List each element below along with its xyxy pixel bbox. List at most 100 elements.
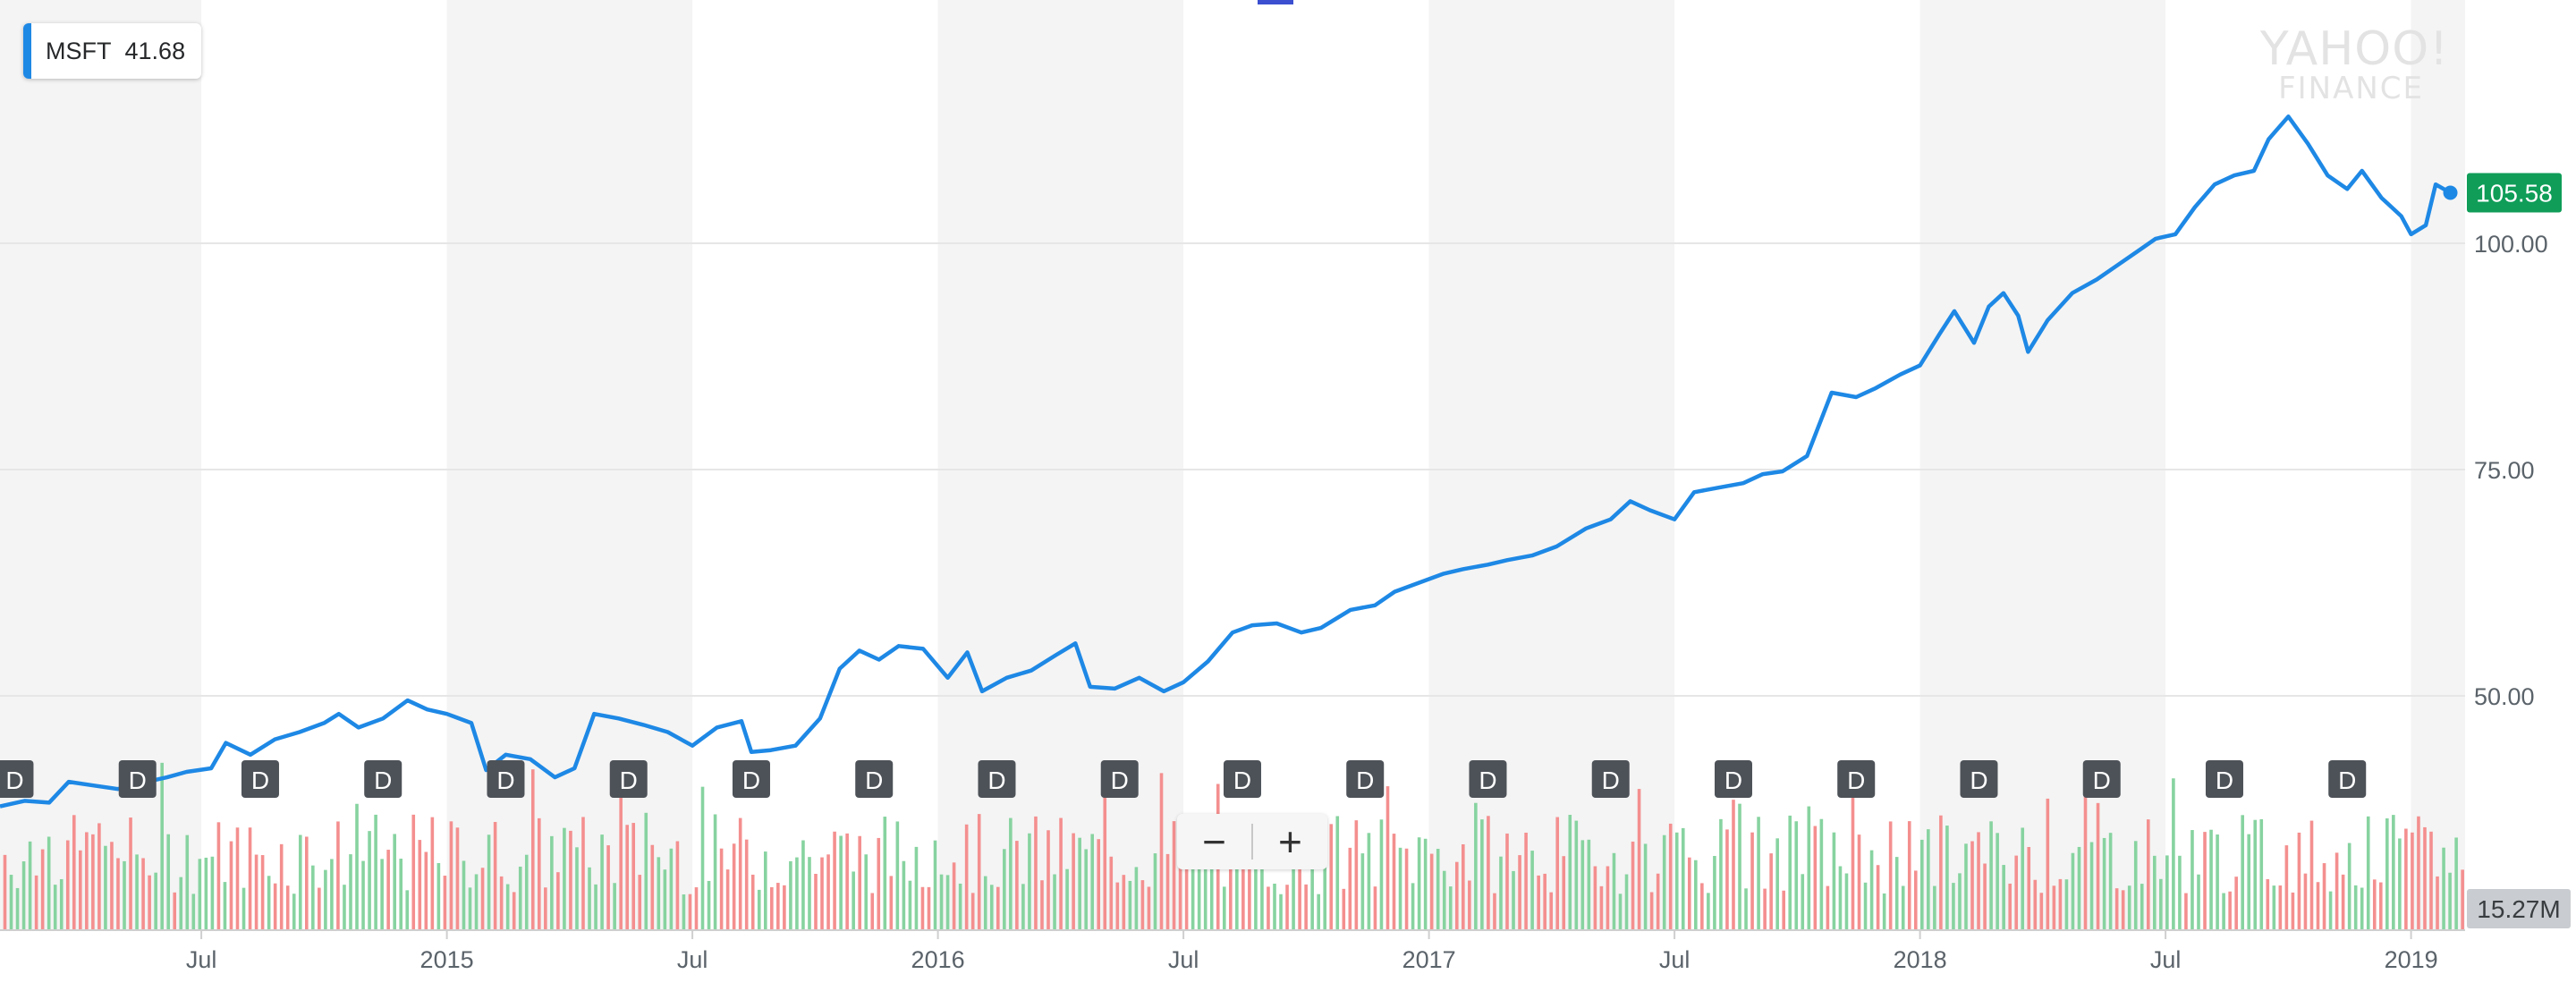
dividend-marker-box[interactable] — [0, 760, 34, 798]
dividend-marker-box[interactable] — [1223, 760, 1261, 798]
volume-bar — [2366, 816, 2370, 930]
dividend-marker[interactable]: D — [1960, 760, 1998, 798]
volume-bar — [2083, 774, 2088, 930]
volume-bar — [198, 859, 202, 930]
dividend-marker-box[interactable] — [1960, 760, 1998, 798]
volume-bar — [2121, 890, 2125, 930]
volume-bar — [1907, 821, 1911, 930]
volume-bar — [279, 843, 284, 930]
dividend-marker-box[interactable] — [1100, 760, 1139, 798]
volume-bar — [1273, 883, 1276, 930]
dividend-marker-box[interactable] — [2082, 760, 2121, 798]
price-line[interactable] — [0, 114, 2452, 809]
dividend-marker[interactable]: D — [1100, 760, 1139, 798]
dividend-marker[interactable]: D — [487, 760, 525, 798]
volume-bar — [663, 869, 667, 930]
dividend-marker-box[interactable] — [732, 760, 770, 798]
last-price-badge — [2467, 173, 2562, 213]
dividend-marker[interactable]: D — [978, 760, 1016, 798]
volume-bar — [154, 872, 157, 930]
x-tick-label: 2016 — [911, 946, 965, 973]
dividend-marker-box[interactable] — [1469, 760, 1507, 798]
volume-bar — [883, 817, 887, 930]
dividend-marker[interactable]: D — [118, 760, 157, 798]
volume-bar — [933, 840, 937, 930]
volume-bar — [1537, 875, 1540, 930]
volume-bar — [538, 817, 541, 930]
dividend-marker-box[interactable] — [1714, 760, 1752, 798]
volume-bar — [1153, 853, 1157, 930]
volume-bar — [1894, 857, 1899, 930]
dividend-marker[interactable]: D — [1591, 760, 1630, 798]
volume-bar — [1939, 815, 1943, 930]
dividend-marker[interactable]: D — [1346, 760, 1385, 798]
volume-bar — [2259, 818, 2264, 930]
volume-bar — [2372, 879, 2377, 930]
dividend-marker[interactable]: D — [1837, 760, 1876, 798]
dividend-marker[interactable]: D — [2328, 760, 2367, 798]
dividend-marker-box[interactable] — [609, 760, 648, 798]
zoom-out-button[interactable]: − — [1202, 818, 1226, 865]
dividend-marker-box[interactable] — [978, 760, 1016, 798]
dividend-marker-box[interactable] — [855, 760, 894, 798]
dividend-marker-box[interactable] — [487, 760, 525, 798]
volume-bar — [72, 815, 76, 930]
dividend-marker-box[interactable] — [1591, 760, 1630, 798]
volume-bar — [2334, 852, 2339, 930]
series-color-swatch — [23, 23, 31, 79]
dividend-marker[interactable]: D — [2082, 760, 2121, 798]
volume-bar — [1674, 832, 1679, 930]
volume-bar — [1801, 874, 1805, 930]
volume-bar — [970, 893, 975, 930]
dividend-marker[interactable]: D — [241, 760, 279, 798]
dividend-marker[interactable]: D — [1714, 760, 1752, 798]
dividend-marker-box[interactable] — [2328, 760, 2367, 798]
dividend-marker-box[interactable] — [364, 760, 402, 798]
volume-bar — [123, 860, 126, 930]
volume-bar — [1040, 880, 1044, 930]
volume-bar — [355, 803, 359, 930]
volume-bar — [47, 836, 51, 930]
volume-bar — [1656, 873, 1660, 930]
volume-bar — [493, 821, 497, 930]
dividend-marker[interactable]: D — [732, 760, 770, 798]
dividend-marker[interactable]: D — [1469, 760, 1507, 798]
dividend-marker[interactable]: D — [364, 760, 402, 798]
dividend-marker-box[interactable] — [1837, 760, 1876, 798]
volume-bar — [757, 889, 761, 930]
volume-bar — [1700, 883, 1704, 930]
volume-bar — [1970, 841, 1974, 930]
dividend-marker[interactable]: D — [855, 760, 894, 798]
volume-bar — [191, 894, 196, 930]
volume-bar — [1732, 800, 1735, 930]
dividend-marker-box[interactable] — [241, 760, 279, 798]
zoom-in-button[interactable]: + — [1278, 818, 1302, 865]
dividend-marker[interactable]: D — [0, 760, 34, 798]
volume-bar — [2222, 893, 2225, 930]
volume-bar — [2309, 820, 2314, 930]
dividend-marker[interactable]: D — [1223, 760, 1261, 798]
last-point[interactable] — [2443, 185, 2458, 200]
dividend-marker[interactable]: D — [2205, 760, 2243, 798]
volume-bar — [977, 814, 981, 930]
volume-bar — [613, 883, 616, 930]
volume-bar — [1819, 818, 1824, 930]
dividend-marker-box[interactable] — [2205, 760, 2243, 798]
dividend-marker-box[interactable] — [118, 760, 157, 798]
series-legend[interactable]: MSFT 41.68 — [23, 23, 202, 79]
dividend-marker[interactable]: D — [609, 760, 648, 798]
volume-bar — [1744, 888, 1748, 930]
range-indicator[interactable] — [1258, 0, 1293, 4]
volume-bar — [1493, 893, 1496, 930]
volume-bar — [474, 874, 479, 930]
volume-bar — [85, 832, 89, 930]
volume-bar — [908, 880, 912, 930]
volume-bar — [273, 883, 277, 930]
dividend-marker-label: D — [987, 767, 1005, 794]
volume-bar — [1863, 882, 1868, 930]
y-tick-label: 100.00 — [2474, 231, 2548, 258]
dividend-marker-box[interactable] — [1346, 760, 1385, 798]
price-line-layer — [0, 114, 2458, 809]
